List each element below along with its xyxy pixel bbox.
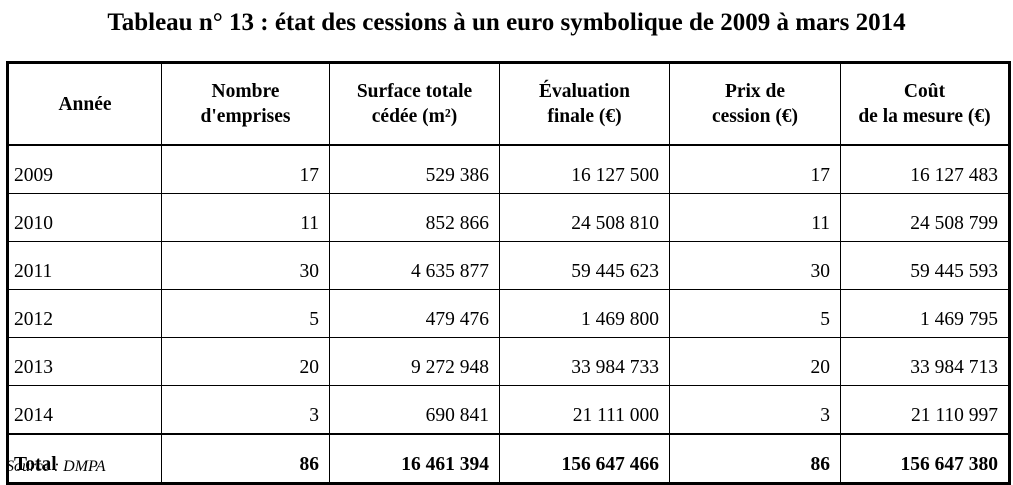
header-line: Coût bbox=[903, 81, 946, 102]
cell-annee: 2012 bbox=[6, 289, 162, 338]
cell-evaluation: 16 127 500 bbox=[499, 144, 670, 194]
cell-nombre: 30 bbox=[161, 241, 330, 290]
cell-surface: 479 476 bbox=[329, 289, 500, 338]
header-line: cédée (m²) bbox=[371, 106, 458, 127]
cessions-table: Année Nombre d'emprises Surface totale c… bbox=[6, 61, 1011, 485]
table-row: 2012 5 479 476 1 469 800 5 1 469 795 bbox=[6, 289, 1011, 338]
table-row: 2009 17 529 386 16 127 500 17 16 127 483 bbox=[6, 144, 1011, 194]
cell-surface: 529 386 bbox=[329, 144, 500, 194]
source-note: Source : DMPA bbox=[6, 458, 106, 475]
cell-cout: 33 984 713 bbox=[840, 337, 1011, 386]
cell-annee: 2009 bbox=[6, 144, 162, 194]
cell-cout: 59 445 593 bbox=[840, 241, 1011, 290]
cell-nombre: 17 bbox=[161, 144, 330, 194]
header-line: finale (€) bbox=[547, 106, 622, 127]
cell-prix: 20 bbox=[669, 337, 841, 386]
cell-evaluation: 21 111 000 bbox=[499, 385, 670, 435]
cell-nombre: 5 bbox=[161, 289, 330, 338]
cell-prix: 30 bbox=[669, 241, 841, 290]
header-line: Évaluation bbox=[538, 81, 631, 102]
cell-annee: 2014 bbox=[6, 385, 162, 435]
cell-prix: 3 bbox=[669, 385, 841, 435]
header-line: cession (€) bbox=[711, 106, 799, 127]
header-surface-totale: Surface totale cédée (m²) bbox=[329, 61, 500, 146]
header-line: Nombre bbox=[211, 81, 280, 102]
cell-annee: 2010 bbox=[6, 193, 162, 242]
header-row: Année Nombre d'emprises Surface totale c… bbox=[6, 61, 1011, 146]
cell-nombre: 11 bbox=[161, 193, 330, 242]
total-label: Total bbox=[6, 433, 162, 485]
cell-cout: 16 127 483 bbox=[840, 144, 1011, 194]
cell-surface: 4 635 877 bbox=[329, 241, 500, 290]
header-line: Surface totale bbox=[356, 81, 473, 102]
cell-prix: 11 bbox=[669, 193, 841, 242]
table-row: 2010 11 852 866 24 508 810 11 24 508 799 bbox=[6, 193, 1011, 242]
header-annee-label: Année bbox=[58, 93, 112, 115]
header-nombre-emprises: Nombre d'emprises bbox=[161, 61, 330, 146]
header-prix-cession: Prix de cession (€) bbox=[669, 61, 841, 146]
table-row: 2013 20 9 272 948 33 984 733 20 33 984 7… bbox=[6, 337, 1011, 386]
header-line: de la mesure (€) bbox=[858, 106, 991, 127]
cell-surface: 852 866 bbox=[329, 193, 500, 242]
table-row: 2014 3 690 841 21 111 000 3 21 110 997 bbox=[6, 385, 1011, 435]
total-nombre: 86 bbox=[161, 433, 330, 485]
cell-prix: 5 bbox=[669, 289, 841, 338]
cell-surface: 9 272 948 bbox=[329, 337, 500, 386]
header-line: d'emprises bbox=[200, 106, 291, 127]
total-prix: 86 bbox=[669, 433, 841, 485]
cell-annee: 2013 bbox=[6, 337, 162, 386]
cell-evaluation: 33 984 733 bbox=[499, 337, 670, 386]
total-cout: 156 647 380 bbox=[840, 433, 1011, 485]
header-cout-mesure: Coût de la mesure (€) bbox=[840, 61, 1011, 146]
cell-nombre: 3 bbox=[161, 385, 330, 435]
cell-surface: 690 841 bbox=[329, 385, 500, 435]
header-line: Prix de bbox=[724, 81, 786, 102]
cell-cout: 21 110 997 bbox=[840, 385, 1011, 435]
cell-evaluation: 24 508 810 bbox=[499, 193, 670, 242]
cell-evaluation: 59 445 623 bbox=[499, 241, 670, 290]
total-surface: 16 461 394 bbox=[329, 433, 500, 485]
cell-annee: 2011 bbox=[6, 241, 162, 290]
total-row: Total 86 16 461 394 156 647 466 86 156 6… bbox=[6, 433, 1011, 485]
cell-cout: 1 469 795 bbox=[840, 289, 1011, 338]
table-row: 2011 30 4 635 877 59 445 623 30 59 445 5… bbox=[6, 241, 1011, 290]
total-evaluation: 156 647 466 bbox=[499, 433, 670, 485]
header-annee: Année bbox=[6, 61, 162, 146]
header-evaluation-finale: Évaluation finale (€) bbox=[499, 61, 670, 146]
cell-cout: 24 508 799 bbox=[840, 193, 1011, 242]
table-title: Tableau n° 13 : état des cessions à un e… bbox=[107, 9, 906, 36]
cell-nombre: 20 bbox=[161, 337, 330, 386]
cell-evaluation: 1 469 800 bbox=[499, 289, 670, 338]
cell-prix: 17 bbox=[669, 144, 841, 194]
